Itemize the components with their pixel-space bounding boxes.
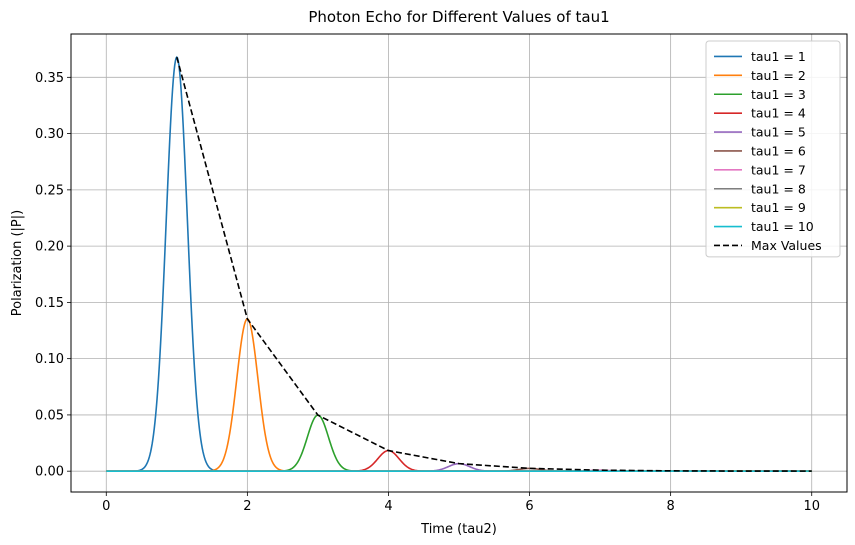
legend: tau1 = 1 tau1 = 2 tau1 = 3 tau1 = 4 tau1 = 5… (705, 40, 841, 258)
y-tick-label: 0.20 (35, 240, 64, 255)
axes-frame (70, 33, 848, 493)
x-tick-label: 10 (803, 499, 820, 514)
x-tick-label: 0 (102, 499, 110, 514)
legend-label: tau1 = 2 (751, 68, 806, 83)
x-tick-label: 4 (384, 499, 392, 514)
series-line (106, 414, 812, 472)
legend-label: Max Values (751, 238, 822, 253)
x-tick-label: 2 (243, 499, 251, 514)
max-values-line (176, 56, 812, 472)
y-tick-label: 0.10 (35, 352, 64, 367)
y-tick-label: 0.30 (35, 127, 64, 142)
series-line (106, 449, 812, 472)
legend-label: tau1 = 6 (751, 143, 806, 158)
y-tick-label: 0.15 (35, 296, 64, 311)
legend-label: tau1 = 7 (751, 162, 806, 177)
legend-label: tau1 = 10 (751, 219, 814, 234)
chart-title: Photon Echo for Different Values of tau1 (308, 8, 609, 26)
y-tick-label: 0.35 (35, 71, 64, 86)
legend-label: tau1 = 1 (751, 49, 806, 64)
y-tick-label: 0.05 (35, 408, 64, 423)
x-tick-label: 8 (666, 499, 674, 514)
legend-label: tau1 = 4 (751, 106, 806, 121)
legend-label: tau1 = 9 (751, 200, 806, 215)
y-axis-label: Polarization (|P|) (10, 210, 25, 316)
legend-label: tau1 = 5 (751, 125, 806, 140)
plot-area (106, 55, 812, 472)
y-tick-label: 0.25 (35, 183, 64, 198)
x-tick-label: 6 (525, 499, 533, 514)
legend-label: tau1 = 3 (751, 87, 806, 102)
axis-ticks: 0 2 4 6 8 10 0.00 0.05 0.10 0.15 0.20 0.25 0.30 0.35 (35, 71, 820, 514)
y-tick-label: 0.00 (35, 465, 64, 480)
x-axis-label: Time (tau2) (420, 522, 497, 537)
legend-label: tau1 = 8 (751, 181, 806, 196)
series-line (106, 318, 812, 472)
